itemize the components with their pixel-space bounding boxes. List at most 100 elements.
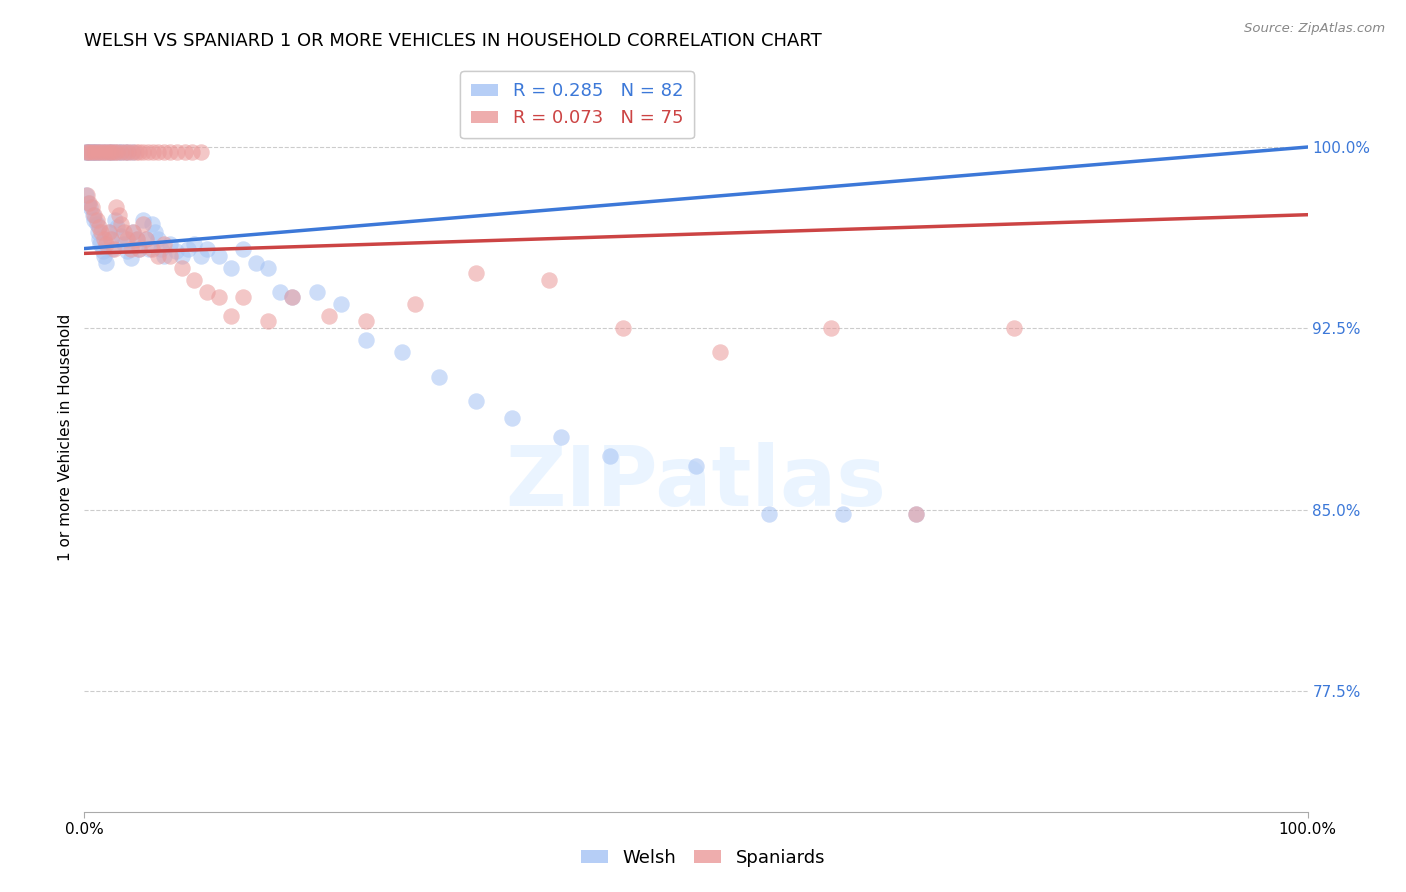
Point (80, 201, 103, 215)
Point (354, 314, 377, 328)
Point (150, 242, 173, 256)
Point (905, 508, 928, 522)
Point (1002, 321, 1025, 335)
Point (91, 145, 114, 159)
Point (89, 145, 111, 159)
Point (709, 345, 731, 359)
Point (502, 410, 524, 425)
Point (305, 285, 328, 299)
Point (98, 145, 121, 159)
Point (87, 219, 110, 234)
Point (391, 345, 413, 359)
Point (612, 321, 634, 335)
Point (183, 236, 205, 251)
Point (245, 256, 267, 270)
Point (281, 290, 304, 304)
Point (89, 145, 111, 159)
Point (114, 145, 136, 159)
Point (153, 249, 176, 263)
Text: ZIPatlas: ZIPatlas (506, 442, 886, 523)
Point (122, 225, 145, 239)
Point (97, 145, 120, 159)
Point (141, 218, 163, 232)
Legend: Welsh, Spaniards: Welsh, Spaniards (574, 842, 832, 874)
Point (120, 242, 142, 256)
Point (232, 290, 254, 304)
Point (183, 273, 205, 287)
Point (143, 225, 166, 239)
Point (105, 219, 128, 234)
Point (76, 145, 98, 159)
Point (117, 145, 139, 159)
Point (75, 145, 97, 159)
Point (86, 218, 108, 232)
Point (831, 508, 853, 522)
Point (190, 145, 212, 159)
Point (165, 244, 187, 258)
Point (190, 249, 212, 263)
Point (87, 145, 110, 159)
Point (75, 145, 97, 159)
Point (83, 145, 105, 159)
Point (599, 450, 621, 464)
Point (91, 145, 114, 159)
Point (79, 145, 101, 159)
Point (219, 260, 242, 275)
Point (905, 508, 928, 522)
Point (97, 225, 120, 239)
Point (79, 201, 101, 215)
Point (84, 145, 107, 159)
Point (100, 232, 122, 246)
Point (173, 145, 195, 159)
Point (128, 242, 150, 256)
Point (105, 201, 128, 215)
Point (110, 218, 132, 232)
Point (117, 145, 139, 159)
Point (103, 242, 125, 256)
Point (79, 145, 101, 159)
Point (135, 232, 157, 246)
Point (104, 212, 127, 227)
Point (195, 285, 218, 299)
Point (141, 242, 163, 256)
Point (94, 145, 117, 159)
Point (146, 249, 169, 263)
Point (281, 290, 304, 304)
Point (125, 232, 148, 246)
Point (464, 266, 486, 280)
Point (112, 225, 135, 239)
Point (77, 145, 100, 159)
Point (257, 260, 280, 275)
Point (159, 236, 181, 251)
Point (685, 459, 707, 474)
Point (115, 232, 138, 246)
Point (181, 145, 204, 159)
Point (86, 212, 108, 227)
Point (142, 145, 165, 159)
Point (110, 229, 132, 244)
Point (146, 232, 169, 246)
Point (76, 188, 98, 202)
Point (80, 145, 103, 159)
Point (132, 212, 155, 227)
Point (84, 145, 107, 159)
Point (98, 145, 121, 159)
Point (87, 225, 110, 239)
Point (82, 208, 104, 222)
Point (208, 249, 231, 263)
Point (820, 321, 842, 335)
Point (77, 195, 100, 210)
Point (125, 232, 148, 246)
Point (94, 145, 117, 159)
Text: WELSH VS SPANIARD 1 OR MORE VEHICLES IN HOUSEHOLD CORRELATION CHART: WELSH VS SPANIARD 1 OR MORE VEHICLES IN … (84, 32, 823, 50)
Point (77, 145, 100, 159)
Point (132, 145, 155, 159)
Point (110, 145, 132, 159)
Point (135, 232, 157, 246)
Point (101, 145, 124, 159)
Point (96, 236, 118, 251)
Point (132, 218, 155, 232)
Point (136, 145, 159, 159)
Point (208, 290, 231, 304)
Point (354, 334, 377, 348)
